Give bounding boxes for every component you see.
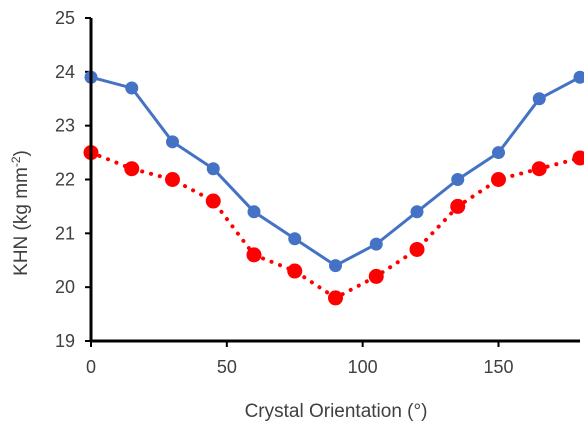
series-1-point	[492, 146, 505, 160]
series-1-point	[573, 70, 584, 84]
series-2-point	[328, 290, 343, 306]
y-tick-label: 23	[55, 116, 75, 136]
y-axis-title-main: KHN (kg mm	[11, 167, 32, 276]
x-tick-label: 50	[217, 357, 237, 377]
series-1-point	[247, 205, 261, 219]
x-tick-label: 150	[483, 357, 513, 377]
y-tick-label: 25	[55, 8, 75, 28]
y-axis-title: KHN (kg mm-2)	[9, 150, 32, 276]
series-2-point	[287, 263, 303, 279]
y-tick-label: 21	[55, 223, 75, 243]
series-2-point	[124, 161, 140, 177]
x-tick-label: 100	[348, 357, 378, 377]
series-2-point	[205, 193, 221, 209]
series-1-point	[166, 135, 179, 149]
series-1-point	[410, 205, 424, 219]
series-1-point	[329, 259, 342, 273]
series-1-point	[532, 92, 546, 106]
y-axis-ticks: 19 20 21 22 23 24 25	[55, 8, 91, 351]
series-2-point	[368, 268, 384, 284]
series-1-point	[451, 173, 465, 186]
series-2-point	[450, 198, 466, 214]
y-tick-label: 19	[55, 331, 75, 351]
series-2-point	[531, 161, 547, 177]
series-layer	[83, 70, 584, 306]
series-2-line	[89, 150, 582, 300]
y-tick-label: 20	[55, 277, 75, 297]
axes	[89, 18, 580, 343]
series-2-point	[572, 150, 584, 166]
series-2-point	[165, 172, 180, 187]
series-1-point	[206, 162, 220, 176]
x-tick-label: 0	[86, 357, 96, 377]
series-1-point	[369, 237, 383, 251]
y-tick-label: 24	[55, 62, 75, 82]
x-axis-ticks: 0 50 100 150	[86, 341, 514, 377]
y-tick-label: 22	[55, 170, 75, 190]
series-2-point	[246, 247, 262, 263]
series-1-line	[89, 75, 582, 268]
series-2-point	[409, 241, 425, 257]
x-axis-title: Crystal Orientation (°)	[245, 401, 428, 421]
y-axis-title-tail: )	[11, 150, 32, 156]
y-axis-title-superscript: -2	[9, 156, 23, 167]
series-1-point	[125, 81, 139, 95]
series-2-point	[491, 172, 506, 187]
series-1-point	[288, 232, 302, 246]
